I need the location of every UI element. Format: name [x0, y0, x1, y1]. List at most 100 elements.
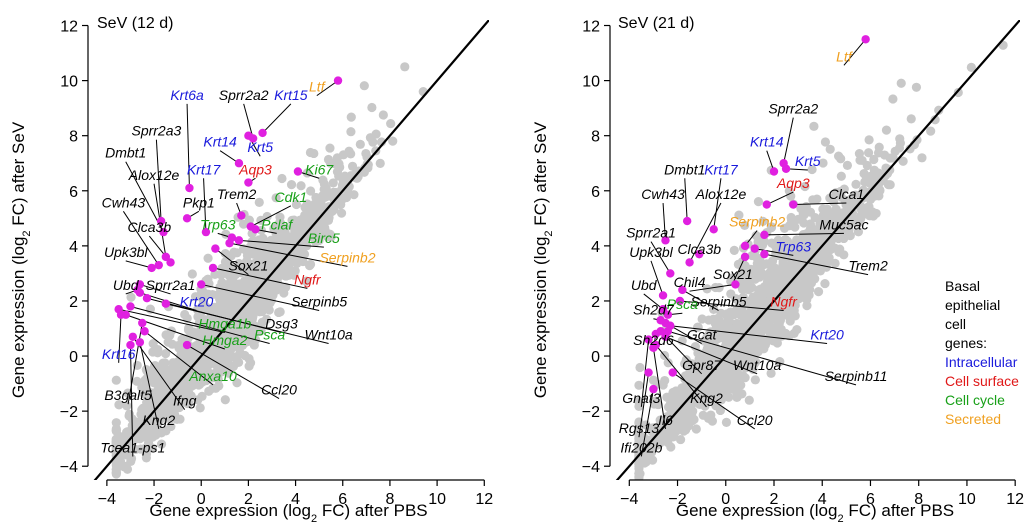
y-axis-title: Gene expression (log2 FC) after SeV — [9, 121, 33, 398]
background-gene-point — [274, 307, 284, 318]
gene-point-serpinb11 — [663, 327, 673, 336]
background-gene-point — [820, 260, 830, 271]
background-gene-point — [316, 227, 326, 238]
leader-line-upk3bl — [125, 260, 152, 269]
gene-label-kng2: Kng2 — [142, 412, 175, 428]
y-tick-label: 8 — [69, 129, 78, 146]
background-gene-point — [228, 322, 239, 332]
leader-line-birc5 — [238, 239, 324, 248]
background-gene-point — [220, 395, 230, 405]
gene-point-psca — [126, 302, 135, 311]
background-gene-point — [699, 336, 709, 346]
background-gene-point — [839, 184, 849, 194]
gene-point-clca3b — [166, 258, 175, 267]
background-gene-point — [254, 197, 264, 207]
background-gene-point — [699, 382, 709, 393]
background-gene-point — [694, 362, 704, 373]
legend: Basal epithelial cell genes: Intracellul… — [945, 278, 1019, 427]
background-gene-point — [325, 143, 335, 153]
background-gene-point — [634, 441, 644, 451]
background-gene-point — [773, 313, 784, 323]
x-tick-label: −4 — [98, 491, 116, 508]
background-gene-point — [874, 185, 885, 195]
gene-label-krt17: Krt17 — [187, 161, 222, 177]
background-gene-point — [160, 364, 170, 374]
background-gene-point — [813, 287, 824, 297]
background-gene-point — [180, 356, 190, 366]
background-gene-point — [141, 365, 151, 375]
background-gene-point — [320, 185, 330, 195]
gene-label-ubd: Ubd — [631, 277, 658, 293]
background-gene-point — [820, 137, 831, 147]
gene-label-ccl20: Ccl20 — [261, 382, 297, 398]
background-gene-point — [707, 331, 717, 341]
background-gene-point — [359, 81, 369, 91]
x-axis-title: Gene expression (log2 FC) after PBS — [676, 501, 954, 525]
background-gene-point — [807, 246, 817, 256]
background-gene-point — [139, 388, 149, 399]
x-tick-label: 4 — [818, 491, 827, 508]
y-tick-label: 12 — [582, 19, 600, 36]
background-gene-point — [111, 424, 121, 434]
gene-label-dsg3: Dsg3 — [265, 316, 298, 332]
background-gene-point — [347, 161, 358, 171]
gene-label-trp63: Trp63 — [776, 238, 812, 254]
background-gene-point — [707, 368, 718, 378]
background-gene-point — [199, 297, 209, 308]
background-gene-point — [662, 392, 672, 402]
gene-label-tcea1-ps1: Tcea1-ps1 — [100, 439, 165, 455]
x-tick-label: 12 — [475, 491, 493, 508]
gene-label-dmbt1: Dmbt1 — [664, 161, 705, 177]
gene-point-alox12e — [685, 258, 694, 267]
background-gene-point — [686, 365, 696, 375]
background-gene-point — [786, 212, 796, 223]
gene-label-serpinb2: Serpinb2 — [319, 249, 375, 265]
gene-label-hmga1b: Hmga1b — [198, 316, 251, 332]
gene-label-krt14: Krt14 — [750, 134, 784, 150]
gene-label-sprr2a1: Sprr2a1 — [146, 277, 196, 293]
gene-label-krt20: Krt20 — [810, 327, 844, 343]
background-gene-point — [231, 283, 242, 293]
gene-point-gpr87 — [656, 327, 665, 336]
background-gene-point — [332, 167, 343, 177]
x-tick-label: 2 — [244, 491, 253, 508]
background-gene-point — [203, 253, 213, 263]
background-gene-point — [740, 342, 750, 352]
background-gene-point — [906, 114, 916, 124]
background-gene-point — [221, 337, 232, 347]
gene-point-aqp3 — [762, 200, 771, 209]
background-gene-point — [808, 195, 818, 205]
background-gene-point — [642, 449, 653, 459]
background-gene-point — [197, 377, 208, 387]
leader-line-krt16 — [118, 314, 122, 363]
gene-point-b3galt5 — [138, 318, 147, 328]
gene-label-wnt10a: Wnt10a — [733, 357, 781, 373]
gene-label-krt16: Krt16 — [102, 346, 136, 362]
background-gene-point — [287, 221, 298, 231]
background-gene-point — [279, 288, 289, 298]
background-gene-point — [798, 209, 808, 219]
background-gene-point — [160, 380, 170, 390]
background-gene-point — [673, 414, 683, 424]
background-gene-point — [807, 224, 817, 234]
x-axis-title: Gene expression (log2 FC) after PBS — [149, 501, 427, 525]
leader-line-ltf — [843, 38, 867, 66]
background-gene-point — [704, 315, 714, 325]
gene-label-gpr87: Gpr87 — [682, 357, 722, 373]
background-gene-point — [635, 469, 645, 479]
gene-label-krt6a: Krt6a — [170, 87, 204, 103]
x-tick-label: −4 — [620, 491, 638, 508]
background-gene-point — [851, 179, 861, 189]
gene-label-krt14: Krt14 — [203, 134, 237, 150]
x-tick-label: 6 — [866, 491, 875, 508]
leader-line-sprr2a2 — [783, 117, 794, 164]
leader-line-clca1 — [793, 202, 847, 206]
gene-point-serpinb5 — [678, 285, 687, 295]
leader-line-krt6a — [186, 103, 190, 189]
gene-label-hmga2: Hmga2 — [202, 332, 247, 348]
gene-label-rgs13: Rgs13 — [619, 420, 660, 436]
background-gene-point — [277, 173, 287, 184]
background-gene-point — [805, 236, 815, 246]
leader-line-sox21 — [732, 256, 746, 284]
background-gene-point — [734, 210, 744, 220]
